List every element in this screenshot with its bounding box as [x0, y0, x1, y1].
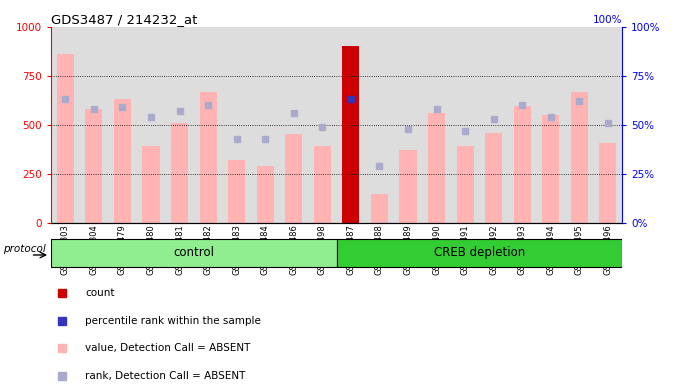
Text: 100%: 100%	[593, 15, 622, 25]
Bar	[199, 91, 217, 223]
Bar	[285, 134, 303, 223]
Bar	[171, 123, 188, 223]
Bar	[342, 46, 360, 223]
Text: percentile rank within the sample: percentile rank within the sample	[85, 316, 261, 326]
Bar	[542, 115, 560, 223]
Text: count: count	[85, 288, 115, 298]
Bar	[251, 27, 279, 223]
Bar	[256, 166, 274, 223]
Bar	[365, 27, 394, 223]
Bar	[422, 27, 451, 223]
Bar	[399, 150, 417, 223]
Bar	[599, 143, 617, 223]
Bar	[194, 27, 222, 223]
Bar	[337, 239, 622, 267]
Bar	[337, 27, 365, 223]
Bar	[571, 91, 588, 223]
Bar	[165, 27, 194, 223]
Bar	[51, 239, 337, 267]
Bar	[222, 27, 251, 223]
Text: protocol: protocol	[3, 244, 46, 254]
Bar	[565, 27, 594, 223]
Bar	[371, 194, 388, 223]
Bar	[142, 146, 160, 223]
Text: rank, Detection Call = ABSENT: rank, Detection Call = ABSENT	[85, 371, 245, 381]
Bar	[308, 27, 337, 223]
Bar	[485, 132, 503, 223]
Text: value, Detection Call = ABSENT: value, Detection Call = ABSENT	[85, 343, 251, 353]
Bar	[394, 27, 422, 223]
Text: control: control	[173, 246, 214, 259]
Bar	[228, 160, 245, 223]
Bar	[513, 106, 531, 223]
Bar	[428, 113, 445, 223]
Bar	[279, 27, 308, 223]
Bar	[80, 27, 108, 223]
Bar	[537, 27, 565, 223]
Text: CREB depletion: CREB depletion	[434, 246, 525, 259]
Bar	[456, 146, 474, 223]
Bar	[137, 27, 165, 223]
Text: GDS3487 / 214232_at: GDS3487 / 214232_at	[51, 13, 197, 26]
Bar	[594, 27, 622, 223]
Bar	[51, 27, 80, 223]
Bar	[508, 27, 537, 223]
Bar	[108, 27, 137, 223]
Bar	[56, 54, 74, 223]
Bar	[313, 146, 331, 223]
Bar	[85, 109, 103, 223]
Bar	[114, 99, 131, 223]
Bar	[451, 27, 479, 223]
Bar	[479, 27, 508, 223]
